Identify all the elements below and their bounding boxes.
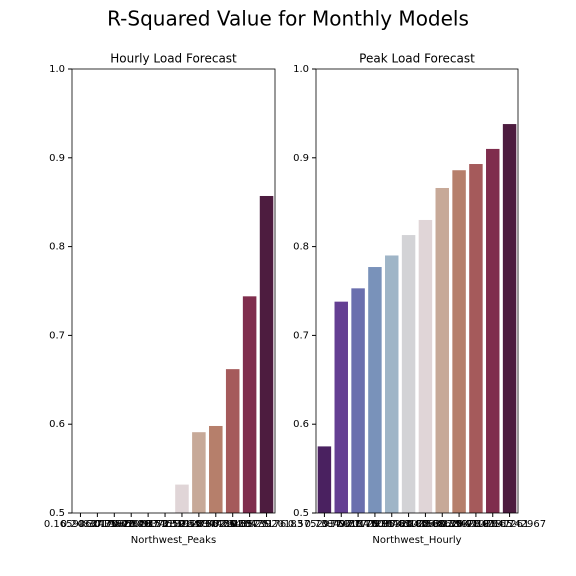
bar	[401, 235, 416, 513]
x-tick-label: 0.3562849173	[95, 519, 168, 530]
bar	[469, 164, 483, 513]
bar	[486, 148, 500, 513]
y-tick-label: 1.0	[293, 64, 309, 75]
subplot-title: Hourly Load Forecast	[110, 52, 237, 66]
y-tick-label: 0.9	[293, 153, 309, 164]
x-tick-label: 0.8932847165	[439, 519, 512, 530]
y-tick-label: 0.8	[49, 242, 65, 253]
x-tick-label: 0.8573920183	[230, 519, 303, 530]
figure-title: R-Squared Value for Monthly Models	[107, 7, 469, 31]
x-tick-label: 0.4637281945	[128, 519, 201, 530]
x-tick-label: 0.5912837465	[162, 519, 235, 530]
y-tick-label: 0.6	[293, 419, 309, 430]
bar	[192, 432, 206, 513]
x-tick-label: 0.8132947561	[372, 519, 445, 530]
x-axis-label: Northwest_Hourly	[372, 535, 461, 546]
y-tick-label: 0.5	[293, 508, 309, 519]
x-axis-label: Northwest_Peaks	[131, 535, 216, 546]
x-tick-label: 0.8302846175	[389, 519, 462, 530]
bar	[435, 187, 449, 513]
subplot-title: Peak Load Forecast	[359, 52, 475, 66]
x-tick-label: 0.9103847261	[456, 519, 529, 530]
x-tick-label: 0.7903746182	[355, 519, 428, 530]
x-tick-label: 0.5752937461	[288, 519, 361, 530]
y-tick-label: 0.7	[293, 330, 309, 341]
x-tick-label: 0.7531847295	[321, 519, 394, 530]
x-tick-label: 0.8663928471	[406, 519, 479, 530]
axes-frame	[315, 68, 519, 514]
bar	[334, 301, 348, 513]
bar	[242, 296, 257, 513]
y-tick-label: 0.7	[49, 330, 65, 341]
bar	[317, 446, 332, 513]
plot-area	[175, 195, 274, 513]
bar	[209, 425, 223, 513]
x-tick-label: 0.7772938461	[338, 519, 411, 530]
bar	[502, 124, 517, 513]
axes-frame	[71, 68, 276, 514]
y-tick-label: 0.6	[49, 419, 65, 430]
y-tick-label: 0.9	[49, 153, 65, 164]
bar	[351, 288, 365, 513]
x-tick-label: 0.7384920176	[305, 519, 378, 530]
y-tick-label: 0.5	[49, 508, 65, 519]
x-tick-label: 0.8862947183	[422, 519, 495, 530]
bar	[452, 170, 466, 513]
x-tick-label: 0.5318264739	[145, 519, 218, 530]
x-tick-label: 0.1659362471	[44, 519, 117, 530]
bar	[225, 369, 240, 513]
bar	[259, 195, 274, 513]
bar	[368, 267, 382, 513]
x-tick-label: 0.3017465829	[78, 519, 151, 530]
bar	[418, 219, 433, 513]
y-tick-label: 1.0	[49, 64, 65, 75]
x-tick-label: 0.9381742967	[473, 519, 546, 530]
x-tick-label: 0.7443829176	[213, 519, 286, 530]
y-tick-label: 0.8	[293, 242, 309, 253]
bar	[175, 484, 189, 513]
x-tick-label: 0.4108374652	[112, 519, 185, 530]
x-tick-label: 0.6621938475	[196, 519, 269, 530]
bar	[385, 255, 399, 513]
x-tick-label: 0.5984726153	[179, 519, 252, 530]
plot-area	[317, 124, 517, 513]
x-tick-label: 0.2483719502	[61, 519, 134, 530]
